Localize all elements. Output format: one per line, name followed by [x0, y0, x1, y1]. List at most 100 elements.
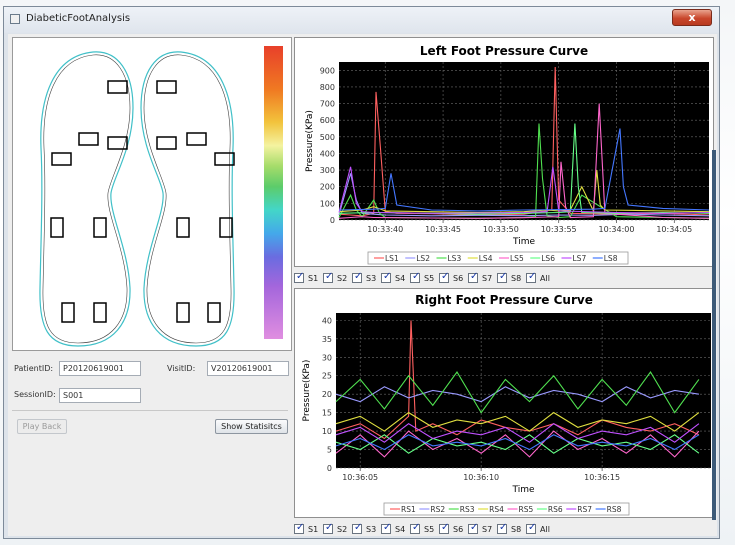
- sensor-rs3: [156, 136, 177, 150]
- check-icon: ✓: [470, 271, 479, 282]
- app-window: DiabeticFootAnalysis x: [3, 6, 720, 539]
- visit-id-label: VisitID:: [167, 364, 196, 373]
- sensor-ls7: [61, 302, 75, 323]
- check-icon: ✓: [441, 271, 450, 282]
- checkbox-label: S1: [308, 274, 319, 283]
- left-x-tick-label: 10:34:05: [656, 225, 692, 234]
- right-chart-title: Right Foot Pressure Curve: [415, 293, 593, 307]
- checkbox-label: All: [540, 274, 550, 283]
- checkbox-box[interactable]: ✓: [497, 522, 507, 534]
- checkbox-label: S5: [424, 525, 435, 534]
- session-id-label: SessionID:: [14, 390, 56, 399]
- right-checkbox-s8[interactable]: ✓ S8: [497, 522, 525, 537]
- right-checkbox-s3[interactable]: ✓ S3: [352, 522, 380, 537]
- checkbox-box[interactable]: ✓: [323, 271, 333, 283]
- checkbox-box[interactable]: ✓: [294, 271, 305, 283]
- play-back-button[interactable]: Play Back: [17, 419, 67, 434]
- sensor-ls6: [93, 217, 107, 238]
- visit-id-input[interactable]: [207, 361, 289, 376]
- checkbox-box[interactable]: ✓: [468, 271, 479, 283]
- checkbox-box[interactable]: ✓: [497, 271, 507, 283]
- left-legend-label: LS4: [479, 254, 493, 263]
- checkbox-label: S3: [366, 274, 377, 283]
- left-checkbox-all[interactable]: ✓ All: [526, 271, 554, 286]
- checkbox-box[interactable]: ✓: [526, 522, 537, 534]
- left-series-ls7: [338, 166, 710, 214]
- right-legend-label: RS1: [401, 505, 416, 514]
- right-x-tick-label: 10:36:05: [342, 473, 378, 482]
- left-checkbox-s7[interactable]: ✓ S7: [468, 271, 496, 286]
- checkbox-label: S6: [453, 274, 464, 283]
- left-series-ls8: [338, 128, 710, 212]
- right-checkbox-s7[interactable]: ✓ S7: [468, 522, 496, 537]
- checkbox-box[interactable]: ✓: [439, 522, 449, 534]
- right-insole-inner: [143, 54, 232, 344]
- checkbox-box[interactable]: ✓: [410, 522, 420, 534]
- checkbox-box[interactable]: ✓: [352, 271, 363, 283]
- left-checkbox-s4[interactable]: ✓ S4: [381, 271, 409, 286]
- right-legend-label: RS7: [577, 505, 592, 514]
- right-checkbox-s2[interactable]: ✓ S2: [323, 522, 351, 537]
- checkbox-box[interactable]: ✓: [526, 271, 536, 283]
- checkbox-label: S4: [395, 274, 406, 283]
- session-id-input[interactable]: [59, 388, 141, 403]
- check-icon: ✓: [354, 271, 363, 282]
- checkbox-box[interactable]: ✓: [410, 271, 420, 283]
- left-y-tick-label: 600: [320, 116, 335, 125]
- title-bar: DiabeticFootAnalysis x: [4, 7, 719, 33]
- left-insole-outline: [39, 51, 134, 347]
- checkbox-label: S7: [482, 525, 493, 534]
- left-checkbox-s8[interactable]: ✓ S8: [497, 271, 525, 286]
- right-y-tick-label: 35: [322, 335, 332, 344]
- check-icon: ✓: [296, 271, 305, 282]
- right-checkbox-s1[interactable]: ✓ S1: [294, 522, 322, 537]
- right-checkbox-s6[interactable]: ✓ S6: [439, 522, 467, 537]
- left-x-tick-label: 10:33:45: [425, 225, 461, 234]
- checkbox-box[interactable]: ✓: [352, 522, 362, 534]
- right-y-tick-label: 20: [322, 390, 332, 399]
- sensor-ls3: [107, 136, 128, 150]
- window-edge-scroll: [712, 150, 716, 520]
- main-content: PatientID: VisitID: SessionID: Play Back…: [8, 34, 717, 536]
- checkbox-box[interactable]: ✓: [381, 271, 391, 283]
- checkbox-box[interactable]: ✓: [468, 522, 478, 534]
- checkbox-label: S8: [511, 274, 522, 283]
- left-checkbox-s2[interactable]: ✓ S2: [323, 271, 351, 286]
- check-icon: ✓: [528, 522, 537, 533]
- left-checkbox-s3[interactable]: ✓ S3: [352, 271, 380, 286]
- sensor-ls8: [93, 302, 107, 323]
- patient-id-input[interactable]: [59, 361, 141, 376]
- left-y-tick-label: 500: [320, 133, 335, 142]
- sensor-rs5: [176, 217, 190, 238]
- check-icon: ✓: [383, 522, 392, 533]
- right-checkbox-all[interactable]: ✓ All: [526, 522, 554, 537]
- checkbox-box[interactable]: ✓: [323, 522, 333, 534]
- right-series-rs8: [335, 434, 700, 451]
- sensor-rs4: [214, 152, 235, 166]
- left-y-axis-label: Pressure(KPa): [305, 110, 315, 172]
- left-x-tick-label: 10:33:50: [483, 225, 519, 234]
- show-statistics-button[interactable]: Show Statisitcs: [215, 419, 288, 434]
- left-legend-label: LS3: [448, 254, 462, 263]
- sensor-rs7: [176, 302, 190, 323]
- checkbox-box[interactable]: ✓: [294, 522, 304, 534]
- left-checkbox-s1[interactable]: ✓ S1: [294, 271, 322, 286]
- right-x-axis-label: Time: [511, 485, 534, 495]
- checkbox-label: All: [540, 525, 550, 534]
- left-checkbox-s5[interactable]: ✓ S5: [410, 271, 438, 286]
- left-y-tick-label: 400: [320, 149, 335, 158]
- foot-pressure-map: [12, 37, 292, 351]
- left-legend-label: LS6: [541, 254, 555, 263]
- checkbox-box[interactable]: ✓: [439, 271, 450, 283]
- sensor-ls5: [50, 217, 64, 238]
- left-checkbox-s6[interactable]: ✓ S6: [439, 271, 467, 286]
- checkbox-box[interactable]: ✓: [381, 522, 392, 534]
- sensor-ls1: [107, 80, 128, 94]
- right-y-tick-label: 5: [327, 446, 332, 455]
- patient-id-label: PatientID:: [14, 364, 54, 373]
- right-checkbox-s4[interactable]: ✓ S4: [381, 522, 409, 537]
- close-button[interactable]: x: [672, 9, 712, 26]
- sensor-rs1: [156, 80, 177, 94]
- right-checkbox-s5[interactable]: ✓ S5: [410, 522, 438, 537]
- checkbox-label: S3: [366, 525, 377, 534]
